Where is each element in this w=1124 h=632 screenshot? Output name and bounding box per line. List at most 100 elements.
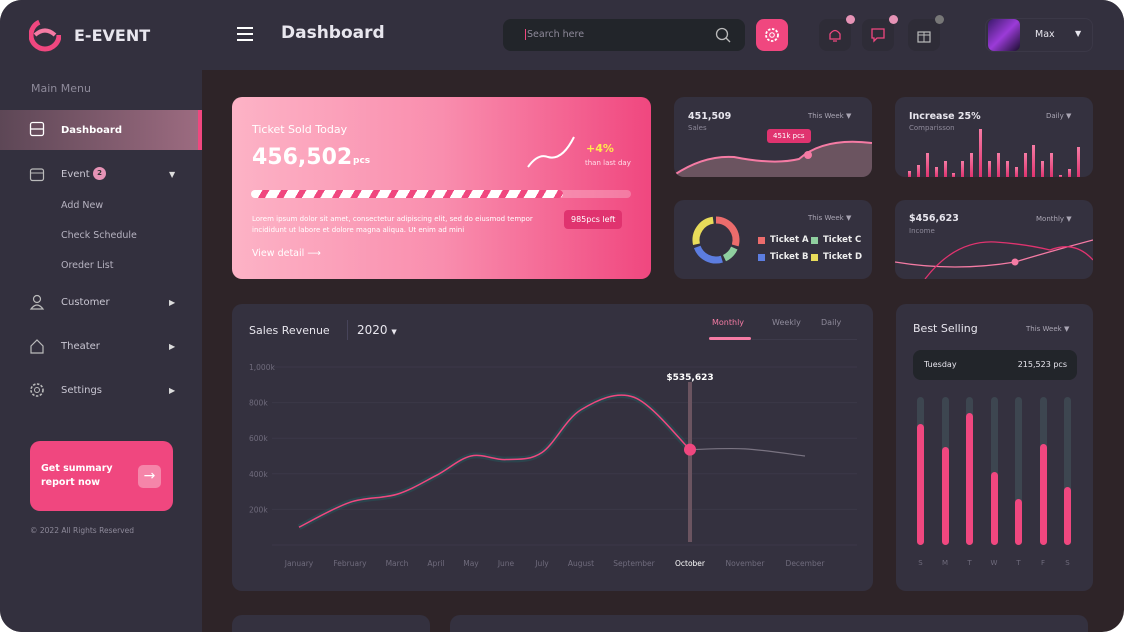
summary-report-card[interactable]: Get summary report now → — [30, 441, 173, 511]
revenue-line-glow — [297, 392, 693, 530]
ticket-period-dropdown[interactable]: This Week ▼ — [808, 214, 852, 222]
comparison-title: Increase 25% — [909, 111, 981, 122]
tab-weekly[interactable]: Weekly — [772, 318, 801, 327]
day-label: W — [990, 559, 998, 567]
income-period-dropdown[interactable]: Monthly ▼ — [1036, 215, 1072, 223]
comparison-period-dropdown[interactable]: Daily ▼ — [1046, 112, 1072, 120]
avatar — [988, 19, 1020, 51]
income-label: Income — [909, 227, 935, 235]
y-tick-label: 200k — [249, 505, 268, 514]
comparison-bar — [988, 161, 992, 177]
comparison-bar — [1032, 145, 1036, 177]
ticket-left-badge: 985pcs left — [564, 210, 623, 229]
header: Dashboard Search here Max ▼ — [202, 0, 1124, 70]
day-label: T — [1016, 559, 1021, 567]
sidebar-subitem-add-new[interactable]: Add New — [61, 200, 104, 211]
period-label: This Week — [1026, 325, 1062, 333]
ticket-change-label: than last day — [585, 159, 631, 167]
arrow-right-icon[interactable]: → — [138, 465, 161, 488]
comparison-bar — [1050, 153, 1054, 177]
bar-fill — [941, 447, 949, 545]
sidebar-item-theater[interactable]: Theater ▶ — [0, 327, 202, 365]
ticket-donut-chart — [692, 216, 740, 264]
revenue-line — [298, 394, 691, 528]
x-tick-label: August — [568, 559, 594, 568]
chevron-right-icon: ▶ — [169, 385, 176, 395]
sidebar-subitem-check-schedule[interactable]: Check Schedule — [61, 230, 137, 241]
sidebar-item-label: Theater — [61, 340, 100, 352]
settings-button[interactable] — [756, 19, 788, 51]
bottom-card — [450, 615, 1088, 632]
legend-swatch — [811, 253, 818, 261]
chevron-down-icon[interactable]: ▼ — [1075, 29, 1082, 38]
ticket-unit: pcs — [353, 156, 371, 166]
sidebar-item-event[interactable]: Event 2 ▼ — [0, 155, 202, 193]
notification-dot — [935, 15, 944, 24]
best-selling-period-dropdown[interactable]: This Week ▼ — [1026, 325, 1070, 333]
x-tick-label: November — [725, 559, 765, 568]
messages-button[interactable] — [862, 15, 898, 51]
sidebar-item-dashboard[interactable]: Dashboard — [0, 110, 202, 150]
period-label: Monthly — [1036, 215, 1065, 223]
sales-period-dropdown[interactable]: This Week ▼ — [808, 112, 852, 120]
tab-daily[interactable]: Daily — [821, 318, 842, 327]
sidebar-item-label: Settings — [61, 384, 103, 396]
period-label: Daily — [1046, 112, 1064, 120]
bell-icon — [829, 29, 841, 42]
comparison-bar — [908, 171, 911, 177]
ticket-change: +4% — [586, 142, 614, 155]
best-selling-title: Best Selling — [913, 322, 978, 335]
y-tick-label: 1,000k — [249, 363, 275, 372]
divider — [347, 320, 348, 340]
user-name: Max — [1035, 29, 1055, 40]
sidebar-item-label: Dashboard — [61, 124, 122, 136]
notifications-button[interactable] — [819, 15, 855, 51]
sales-card: 451,509 Sales This Week ▼ 451k pcs — [674, 97, 872, 177]
x-tick-label: January — [284, 559, 314, 568]
best-selling-summary: Tuesday 215,523 pcs — [913, 350, 1077, 380]
donut-slice — [722, 246, 738, 262]
bar-fill — [1039, 444, 1047, 545]
search-placeholder: Search here — [525, 29, 585, 40]
sales-tooltip: 451k pcs — [767, 129, 811, 143]
sidebar-item-customer[interactable]: Customer ▶ — [0, 283, 202, 321]
notification-dot — [889, 15, 898, 24]
legend-swatch — [758, 236, 765, 244]
comparison-bar — [916, 165, 920, 177]
bar-track — [1064, 397, 1071, 545]
search-input[interactable]: Search here — [503, 19, 745, 51]
page-title: Dashboard — [281, 23, 385, 43]
active-tab-indicator — [709, 337, 751, 340]
tab-monthly[interactable]: Monthly — [712, 318, 745, 327]
menu-section-title: Main Menu — [31, 82, 91, 95]
x-tick-label: May — [463, 559, 479, 568]
revenue-tooltip: $535,623 — [666, 373, 713, 383]
sidebar: E-EVENT Main Menu Dashboard Event 2 ▼ Ad… — [0, 0, 202, 632]
revenue-line-forecast — [689, 447, 806, 457]
highlight-marker-line — [688, 382, 692, 542]
legend-swatch — [811, 236, 818, 244]
sidebar-item-settings[interactable]: Settings ▶ — [0, 371, 202, 409]
comparison-card: Increase 25% Comparisson Daily ▼ — [895, 97, 1093, 177]
bar-track — [1015, 397, 1022, 545]
sidebar-subitem-order-list[interactable]: Oreder List — [61, 260, 114, 271]
day-label: F — [1040, 559, 1046, 567]
x-tick-label: October — [675, 559, 706, 568]
comparison-label: Comparisson — [909, 124, 955, 132]
menu-icon[interactable] — [237, 27, 253, 41]
x-tick-label: June — [497, 559, 515, 568]
year-dropdown[interactable]: 2020 ▼ — [357, 323, 397, 337]
summary-report-text: Get summary report now — [41, 463, 113, 488]
search-icon[interactable] — [715, 27, 731, 43]
donut-slice — [692, 216, 714, 246]
view-detail-link[interactable]: View detail ⟶ — [252, 248, 321, 259]
gifts-button[interactable] — [908, 15, 944, 51]
gear-icon — [30, 383, 44, 397]
logo-icon — [29, 18, 61, 52]
income-value: $456,623 — [909, 213, 959, 224]
user-menu[interactable]: Max ▼ — [985, 18, 1093, 52]
bar-track — [917, 397, 924, 545]
comparison-bar — [934, 167, 938, 177]
comparison-bar — [961, 161, 965, 177]
y-tick-label: 400k — [249, 470, 268, 479]
